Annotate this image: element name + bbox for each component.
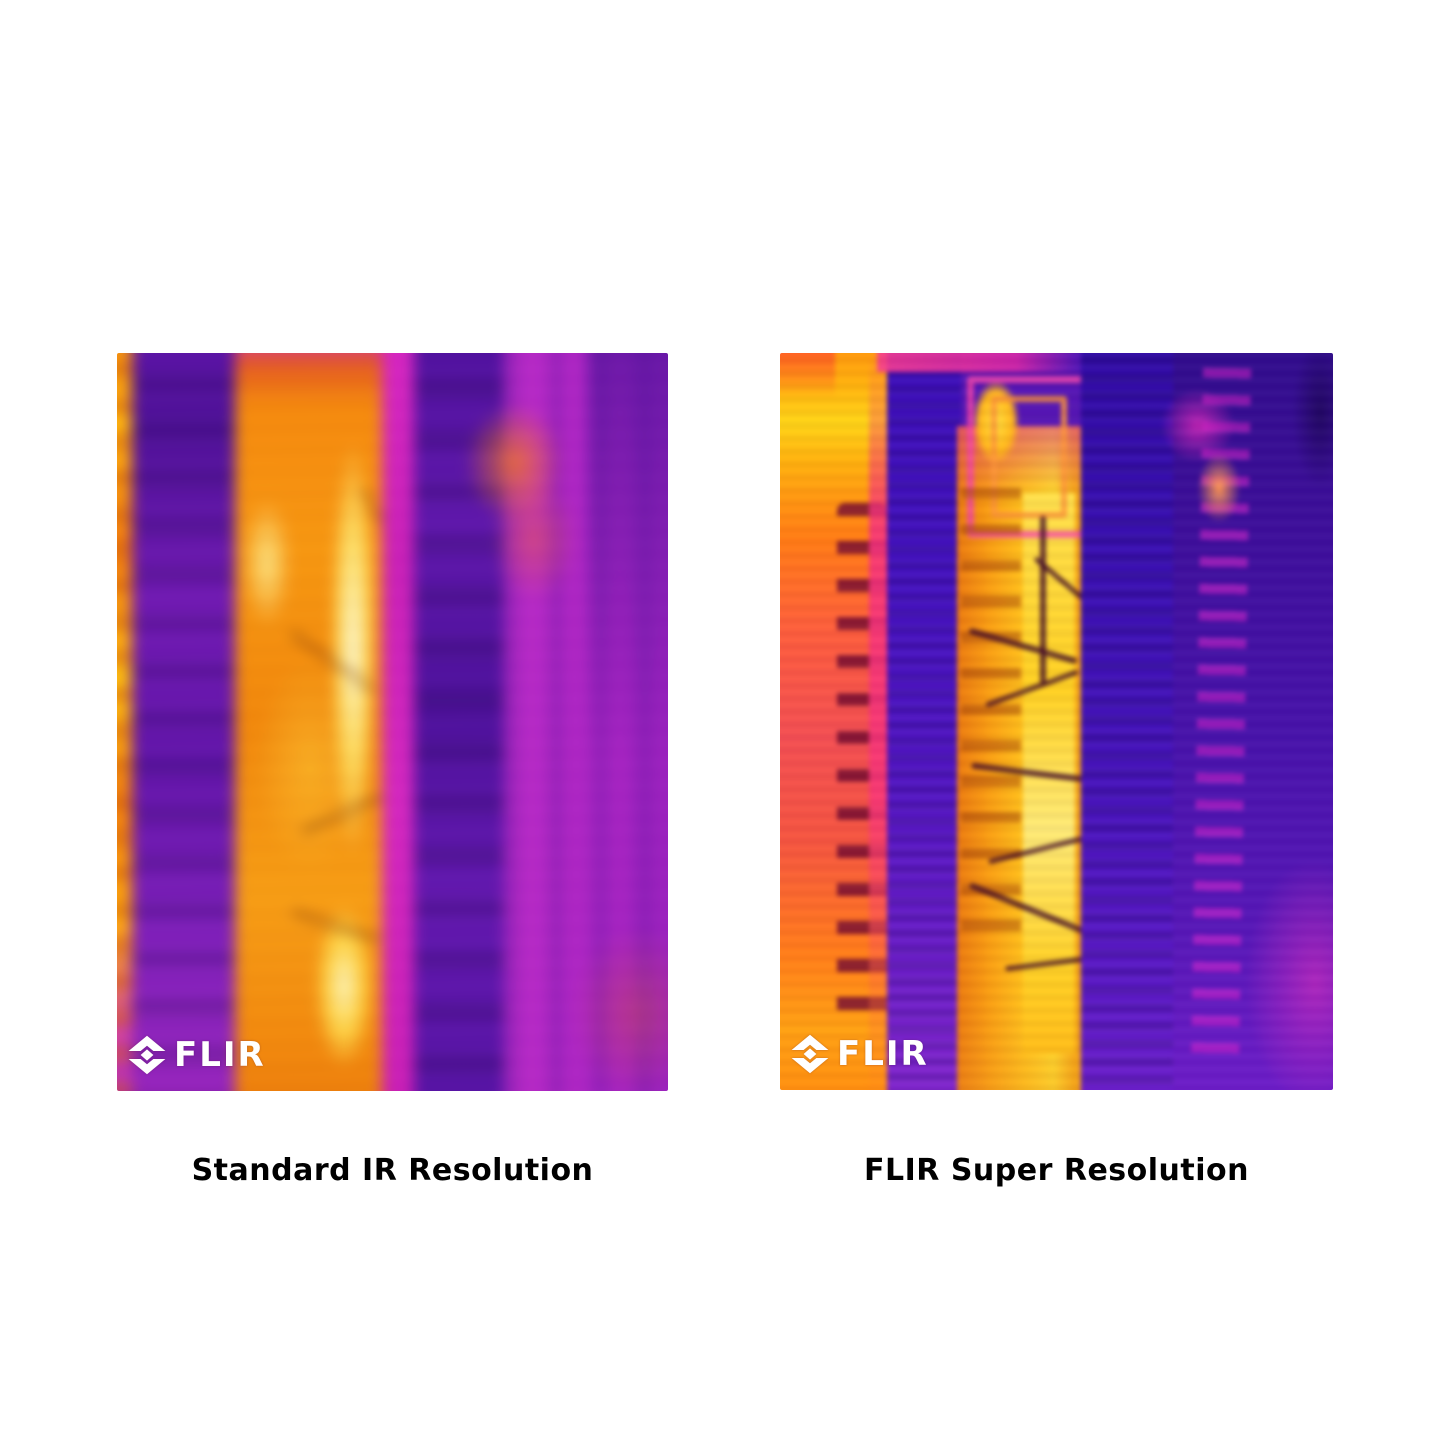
flir-logo-text: FLIR — [174, 1035, 266, 1075]
thermal-scanline-overlay — [780, 353, 1333, 1090]
thermal-image-super: FLIR — [780, 353, 1333, 1090]
flir-logo-icon — [791, 1034, 829, 1074]
thermal-panel-frame — [991, 396, 1067, 518]
flir-watermark: FLIR — [790, 1032, 929, 1076]
thermal-warm-spot — [490, 476, 578, 601]
thermal-warm-spot — [572, 928, 668, 1091]
thermal-canvas — [117, 353, 668, 1091]
thermal-magenta-blotch — [1245, 858, 1333, 1090]
thermal-purple-band — [132, 353, 244, 1091]
thermal-canvas — [780, 353, 1333, 1090]
thermal-warm-spot — [464, 403, 564, 523]
standard-ir-panel: FLIR Standard IR Resolution — [117, 353, 668, 1188]
thermal-hotspot — [254, 658, 366, 873]
thermal-rung-ladder — [961, 488, 1021, 948]
caption-standard: Standard IR Resolution — [191, 1153, 594, 1188]
thermal-hotspot — [242, 498, 292, 628]
caption-super: FLIR Super Resolution — [864, 1153, 1249, 1188]
thermal-indigo-band — [887, 353, 961, 1090]
flir-watermark: FLIR — [127, 1033, 266, 1077]
super-resolution-panel: FLIR FLIR Super Resolution — [780, 353, 1333, 1188]
thermal-top-bar — [877, 353, 1077, 372]
thermal-wire-line — [1040, 516, 1046, 684]
thermal-dark-corner — [587, 353, 668, 758]
flir-logo-text: FLIR — [837, 1034, 929, 1074]
thermal-warm-spot — [1197, 453, 1241, 523]
thermal-scanline-overlay — [117, 353, 668, 1091]
thermal-indigo-band — [1081, 353, 1173, 1090]
thermal-red-corner — [780, 353, 835, 398]
thermal-image-standard: FLIR — [117, 353, 668, 1091]
thermal-dark-corner — [1255, 353, 1333, 638]
flir-logo-icon — [128, 1035, 166, 1075]
